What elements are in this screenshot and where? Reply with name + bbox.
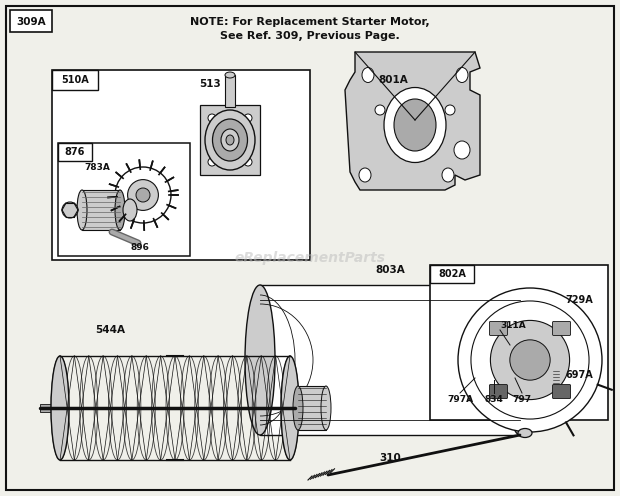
Circle shape	[208, 158, 216, 166]
Ellipse shape	[394, 99, 436, 151]
Text: 802A: 802A	[438, 269, 466, 279]
Bar	[58, 143, 92, 161]
Text: 797A: 797A	[447, 395, 473, 405]
Bar	[430, 265, 474, 283]
Ellipse shape	[221, 129, 239, 151]
Circle shape	[128, 180, 158, 210]
Circle shape	[208, 114, 216, 122]
Ellipse shape	[123, 199, 137, 221]
Circle shape	[136, 188, 150, 202]
Bar	[298, 386, 326, 430]
Bar	[225, 75, 235, 107]
Circle shape	[510, 340, 550, 380]
Text: 697A: 697A	[565, 370, 593, 380]
FancyBboxPatch shape	[489, 321, 507, 335]
Bar	[260, 285, 520, 435]
Ellipse shape	[62, 202, 78, 218]
Text: 834: 834	[485, 395, 503, 405]
Circle shape	[458, 288, 602, 432]
Ellipse shape	[518, 429, 532, 437]
Ellipse shape	[281, 356, 299, 460]
Polygon shape	[548, 349, 564, 367]
Bar	[200, 105, 260, 175]
Text: 801A: 801A	[378, 75, 408, 85]
Ellipse shape	[77, 190, 87, 230]
Circle shape	[471, 301, 589, 419]
Ellipse shape	[225, 72, 235, 78]
Circle shape	[445, 105, 455, 115]
Text: 783A: 783A	[84, 163, 110, 172]
FancyBboxPatch shape	[552, 321, 570, 335]
Ellipse shape	[454, 141, 470, 159]
Text: 510A: 510A	[61, 75, 89, 85]
Bar	[553, 367, 559, 387]
Ellipse shape	[442, 168, 454, 182]
Circle shape	[375, 105, 385, 115]
Ellipse shape	[293, 386, 303, 430]
Text: 513: 513	[199, 79, 221, 89]
Ellipse shape	[213, 119, 247, 161]
Circle shape	[244, 114, 252, 122]
Polygon shape	[345, 52, 480, 190]
Bar	[40, 404, 65, 412]
Circle shape	[490, 320, 570, 400]
Bar	[430, 265, 608, 420]
Text: 309A: 309A	[16, 17, 46, 27]
Text: See Ref. 309, Previous Page.: See Ref. 309, Previous Page.	[220, 31, 400, 41]
Bar	[58, 143, 190, 256]
Text: 729A: 729A	[565, 295, 593, 305]
Circle shape	[244, 158, 252, 166]
Text: eReplacementParts: eReplacementParts	[234, 251, 386, 265]
Bar	[52, 70, 98, 90]
Text: 876: 876	[65, 147, 85, 157]
Text: 896: 896	[131, 244, 149, 252]
Ellipse shape	[51, 356, 69, 460]
Text: 803A: 803A	[375, 265, 405, 275]
Bar	[10, 10, 52, 32]
Ellipse shape	[384, 87, 446, 163]
Ellipse shape	[456, 67, 468, 82]
Ellipse shape	[205, 110, 255, 170]
FancyBboxPatch shape	[552, 384, 570, 399]
Text: 797: 797	[513, 395, 531, 405]
Ellipse shape	[359, 168, 371, 182]
Ellipse shape	[115, 190, 125, 230]
Ellipse shape	[556, 305, 564, 315]
Text: NOTE: For Replacement Starter Motor,: NOTE: For Replacement Starter Motor,	[190, 17, 430, 27]
Ellipse shape	[321, 386, 331, 430]
Ellipse shape	[505, 285, 535, 435]
Ellipse shape	[226, 135, 234, 145]
Bar	[82, 190, 120, 230]
Ellipse shape	[245, 285, 275, 435]
Polygon shape	[542, 290, 576, 332]
Text: 311A: 311A	[500, 320, 526, 329]
Text: 310: 310	[379, 453, 401, 463]
Ellipse shape	[362, 67, 374, 82]
Bar	[52, 70, 310, 260]
FancyBboxPatch shape	[489, 384, 507, 399]
Text: 544A: 544A	[95, 325, 125, 335]
Circle shape	[115, 167, 171, 223]
